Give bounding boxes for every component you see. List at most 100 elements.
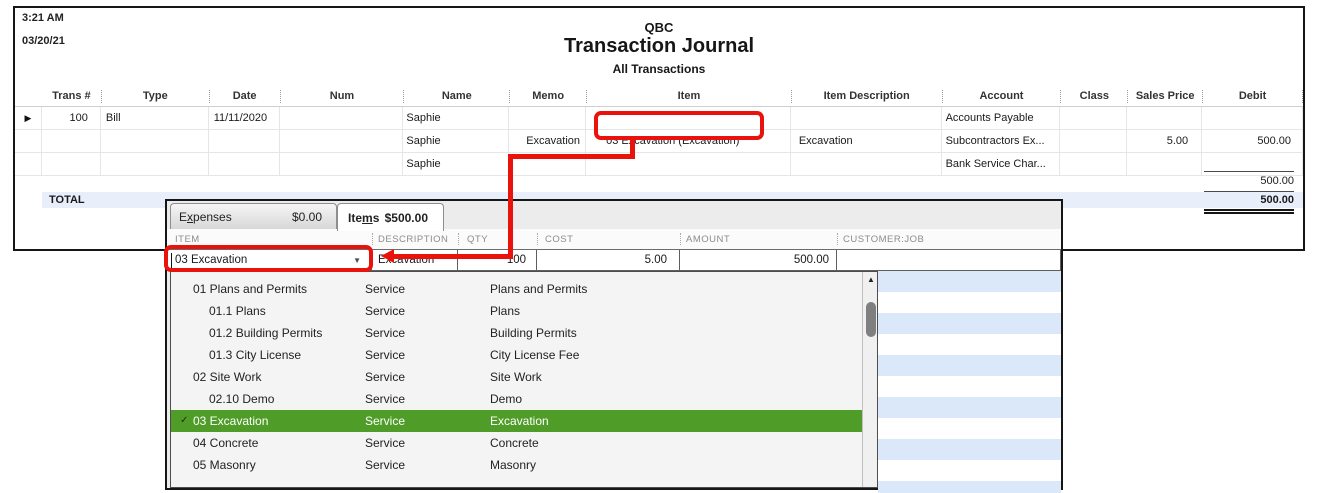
text-cursor xyxy=(171,253,172,268)
dropdown-item[interactable]: 01 Plans and Permits Service Plans and Per… xyxy=(171,278,862,300)
dropdown-item-description: Plans xyxy=(490,304,521,318)
empty-grid-row xyxy=(878,439,1061,460)
journal-subtotal-debit: 500.00 xyxy=(1260,175,1294,187)
subtotal-rule-top xyxy=(1204,171,1294,172)
dropdown-item-name: 01.1 Plans xyxy=(209,304,266,318)
dropdown-item-type: Service xyxy=(365,414,406,428)
report-date: 03/20/21 xyxy=(22,35,65,47)
checkmark-icon: ✓ xyxy=(180,415,189,426)
dropdown-item-description: Building Permits xyxy=(490,326,577,340)
dropdown-item-type: Service xyxy=(365,304,406,318)
item-field-value[interactable]: 03 Excavation xyxy=(175,254,248,266)
journal-cell-item_description: Excavation xyxy=(790,130,942,153)
annotation-highlight-item-field xyxy=(164,245,373,272)
journal-column-header: Class xyxy=(1060,89,1127,103)
empty-grid-row xyxy=(878,418,1061,439)
annotation-connector-top xyxy=(508,154,635,159)
empty-grid-row xyxy=(878,292,1061,313)
journal-column-header: Num xyxy=(279,89,404,103)
company-name: QBC xyxy=(644,20,674,35)
grid-column-header: AMOUNT xyxy=(686,234,731,245)
journal-cell-item xyxy=(586,153,791,176)
empty-grid-row xyxy=(878,397,1061,418)
item-row-cell-amount[interactable]: 500.00 xyxy=(680,250,837,271)
empty-grid-row xyxy=(878,481,1061,493)
annotation-connector-vertical xyxy=(508,154,513,259)
annotation-highlight-journal-item xyxy=(594,111,764,140)
dropdown-item[interactable]: 01.2 Building Permits Service Building Per… xyxy=(171,322,862,344)
grid-header-separator xyxy=(680,233,681,245)
journal-cell-trans xyxy=(41,153,101,176)
journal-cell-account: Subcontractors Ex... xyxy=(941,130,1061,153)
journal-cell-type: Bill xyxy=(100,107,209,130)
report-subtitle: All Transactions xyxy=(612,62,706,76)
dropdown-item[interactable]: 05 Masonry Service Masonry xyxy=(171,454,862,476)
journal-cell-account: Accounts Payable xyxy=(941,107,1061,130)
dropdown-item[interactable]: 02.10 Demo Service Demo xyxy=(171,388,862,410)
journal-column-header: Trans # xyxy=(52,89,91,102)
empty-grid-row xyxy=(878,376,1061,397)
journal-cell-trans: 100 xyxy=(41,107,101,130)
scrollbar-thumb[interactable] xyxy=(866,302,876,337)
grid-column-header: ITEM xyxy=(175,234,200,245)
journal-cell-sales_price: 5.00 xyxy=(1127,130,1203,153)
journal-column-header: Memo xyxy=(509,89,586,103)
dropdown-item-selected[interactable]: ✓ 03 Excavation Service Excavation xyxy=(171,410,862,432)
journal-cell-trans xyxy=(41,130,101,153)
journal-row[interactable]: Saphie Bank Service Char... xyxy=(15,153,1303,176)
dropdown-item-type: Service xyxy=(365,392,406,406)
dropdown-item-type: Service xyxy=(365,326,406,340)
grid-header-separator xyxy=(372,233,373,245)
journal-cell-date xyxy=(208,130,280,153)
dropdown-item-type: Service xyxy=(365,282,406,296)
subtotal-rule-bottom xyxy=(1204,191,1294,192)
dropdown-item[interactable]: 04 Concrete Service Concrete xyxy=(171,432,862,454)
journal-column-header: Account xyxy=(941,89,1061,103)
journal-cell-class xyxy=(1060,130,1128,153)
annotation-connector-stub xyxy=(630,138,635,159)
journal-cell-debit: 500.00 xyxy=(1202,130,1303,153)
grid-header-separator xyxy=(837,233,838,245)
dropdown-item-name: 05 Masonry xyxy=(193,458,256,472)
journal-cell-class xyxy=(1060,153,1128,176)
item-row-cell-cost[interactable]: 5.00 xyxy=(537,250,680,271)
item-row-cell-customer_job[interactable] xyxy=(837,250,1061,271)
items-grid-header: ITEM DESCRIPTION QTY COST AMOUNT CUSTOMER:JOB xyxy=(167,229,1061,249)
dropdown-item[interactable]: 01.3 City License Service City License Fee xyxy=(171,344,862,366)
journal-row[interactable]: ▶ 100 Bill 11/11/2020 Saphie Accounts Payable xyxy=(15,107,1303,130)
dropdown-item[interactable]: 02 Site Work Service Site Work xyxy=(171,366,862,388)
dropdown-item-description: Site Work xyxy=(490,370,542,384)
current-row-marker-icon xyxy=(15,153,42,176)
journal-cell-num xyxy=(279,107,404,130)
dropdown-item-name: 01.3 City License xyxy=(209,348,302,362)
dropdown-arrow-icon[interactable]: ▼ xyxy=(353,256,361,265)
journal-column-header: Date xyxy=(208,89,280,103)
dropdown-item-description: Excavation xyxy=(490,414,549,428)
journal-cell-name: Saphie xyxy=(403,130,510,153)
journal-column-header: Sales Price xyxy=(1127,89,1202,103)
journal-cell-account: Bank Service Char... xyxy=(941,153,1061,176)
dropdown-item-name: 01 Plans and Permits xyxy=(193,282,308,296)
dropdown-item-name: 04 Concrete xyxy=(193,436,259,450)
tab-expenses-amount: $0.00 xyxy=(291,209,322,224)
journal-column-header: Debit xyxy=(1202,89,1303,103)
journal-column-header: Type xyxy=(100,89,209,103)
report-time: 3:21 AM xyxy=(22,12,64,24)
dropdown-scrollbar[interactable]: ▲ xyxy=(862,272,877,487)
item-dropdown-list: 01 Plans and Permits Service Plans and Per… xyxy=(170,271,878,488)
dropdown-item[interactable]: 01.1 Plans Service Plans xyxy=(171,300,862,322)
journal-cell-debit xyxy=(1202,153,1303,176)
total-double-underline xyxy=(1204,209,1294,214)
journal-cell-sales_price xyxy=(1127,153,1203,176)
tab-items[interactable]: Items $500.00 xyxy=(337,203,444,231)
dropdown-item-type: Service xyxy=(365,348,406,362)
journal-cell-class xyxy=(1060,107,1128,130)
scroll-up-icon[interactable]: ▲ xyxy=(867,275,875,284)
journal-cell-item xyxy=(586,107,791,130)
empty-grid-row xyxy=(878,313,1061,334)
journal-cell-num xyxy=(279,153,404,176)
grid-column-header: CUSTOMER:JOB xyxy=(843,234,925,245)
annotation-connector-bottom xyxy=(393,254,513,259)
journal-header-row: Trans # Type Date Num Name Memo Item Item Descr… xyxy=(15,86,1303,107)
tab-expenses[interactable]: Expenses $0.00 xyxy=(170,203,337,229)
